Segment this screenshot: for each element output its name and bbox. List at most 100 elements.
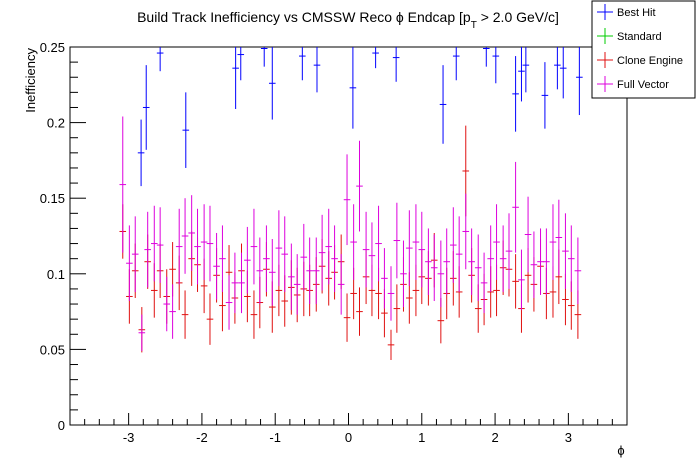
data-point [288,243,295,311]
data-point [263,225,270,292]
data-point [268,47,276,120]
data-point [318,214,326,291]
x-tick-label: -2 [196,430,208,445]
data-point [237,47,245,81]
data-point [450,207,457,283]
data-point [439,65,447,144]
data-point [206,205,214,282]
data-point [455,216,463,292]
data-point [555,199,563,276]
data-point [349,47,357,129]
data-point [163,276,171,332]
data-point [137,119,145,187]
data-point [256,237,264,305]
data-point [425,228,432,295]
x-tick-label: 0 [345,430,352,445]
data-point [576,47,583,116]
y-tick-label: 0.1 [47,267,65,282]
data-point [260,47,268,67]
data-point [430,234,438,302]
data-point [182,92,190,168]
data-point [343,293,351,342]
data-point [238,252,245,314]
legend-box [591,0,696,99]
data-point [188,195,195,271]
data-point [530,231,538,298]
data-point [381,248,388,309]
data-point [541,62,549,129]
legend-label: Full Vector [617,79,669,91]
data-point [275,210,283,286]
data-series [119,47,583,360]
data-point [418,211,426,288]
data-point [356,140,363,232]
data-point [331,225,338,292]
legend-label: Standard [617,31,662,43]
data-point [356,287,363,336]
data-point [131,216,139,292]
data-point [524,196,532,273]
data-point [554,47,561,90]
data-point [181,290,189,339]
x-tick-label: -1 [269,430,281,445]
data-point [181,198,189,274]
data-point [393,202,401,279]
data-point [512,254,519,309]
data-point [300,223,308,291]
data-point [487,225,494,292]
data-point [250,290,258,339]
data-point [169,284,176,339]
data-point [512,56,519,132]
data-point [443,228,451,295]
x-tick-label: 2 [491,430,498,445]
chart-title: Build Track Inefficiency vs CMSSW Reco ϕ… [137,9,559,31]
data-point [119,116,127,253]
data-point [437,240,445,308]
data-point [343,154,351,246]
data-point [213,232,220,300]
data-point [474,234,482,302]
data-point [452,47,460,81]
data-point [543,228,550,295]
data-point [142,65,150,150]
data-point [462,193,470,270]
data-point [537,228,544,295]
data-point [492,47,500,84]
data-point [568,225,575,292]
series-best-hit [137,47,583,187]
data-point [562,213,569,289]
data-point [392,47,400,82]
data-point [499,225,507,292]
data-point [480,252,488,314]
axis-ticks: -3 -2 -1 0 1 2 3 0 0.05 0.1 0.15 0.2 0.25 [40,40,628,445]
data-point [574,237,582,305]
data-point [156,207,164,283]
data-point [225,275,233,330]
series-full-vector [119,116,582,351]
data-point [200,204,208,280]
data-point [522,47,530,93]
y-tick-label: 0.25 [40,40,65,55]
data-point [325,208,333,285]
legend-entry: Best Hit [597,4,656,20]
y-tick-label: 0 [58,418,65,433]
data-point [126,225,133,302]
data-point [138,314,146,351]
x-tick-label: -3 [123,430,135,445]
data-point [175,208,183,285]
data-point [244,226,251,294]
data-point [350,204,357,280]
data-point [400,240,407,308]
x-tick-label: 3 [565,430,572,445]
data-point [368,222,376,289]
data-point [393,284,401,333]
data-point [231,252,239,314]
data-point [219,225,226,292]
data-point [482,47,490,67]
data-point [293,254,301,315]
data-point [372,47,379,69]
data-point [312,237,320,305]
data-point [268,239,276,306]
y-axis-title: Inefficiency [23,48,38,113]
